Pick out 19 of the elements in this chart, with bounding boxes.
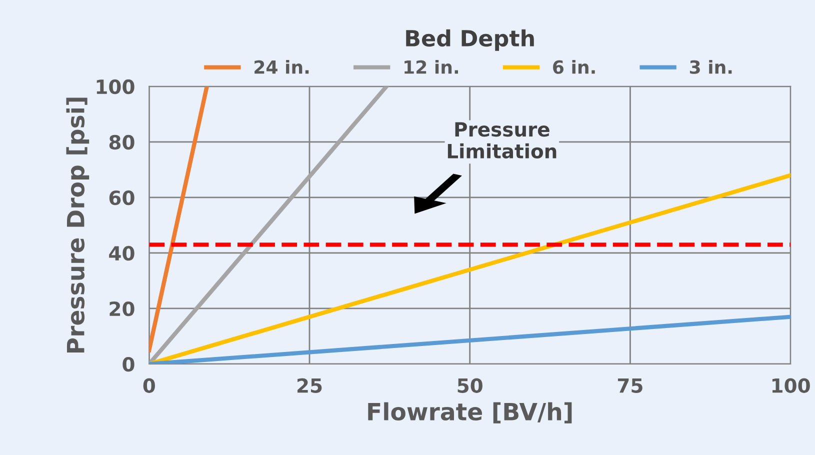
- legend-title: Bed Depth: [406, 29, 534, 51]
- annotation: Pressure Limitation: [448, 122, 556, 158]
- legend-label: 3 in.: [690, 60, 732, 74]
- y-tick-label: 0: [122, 356, 134, 372]
- y-tick-label: 100: [96, 79, 134, 94]
- y-tick-label: 80: [109, 134, 134, 150]
- legend-label: 6 in.: [553, 60, 595, 74]
- legend-label: 12 in.: [404, 60, 458, 74]
- y-tick-label: 20: [110, 301, 134, 316]
- y-tick-label: 40: [109, 246, 134, 261]
- y-axis-title: Pressure Drop [psi]: [66, 98, 90, 353]
- x-tick-label: 0: [143, 378, 155, 393]
- x-tick-label: 75: [618, 378, 642, 393]
- y-tick-label: 60: [109, 190, 134, 206]
- legend-label: 24 in.: [254, 60, 309, 74]
- x-axis-title: Flowrate [BV/h]: [368, 402, 572, 424]
- x-tick-label: 100: [772, 378, 810, 393]
- x-tick-label: 25: [298, 378, 322, 393]
- x-tick-label: 50: [458, 378, 482, 393]
